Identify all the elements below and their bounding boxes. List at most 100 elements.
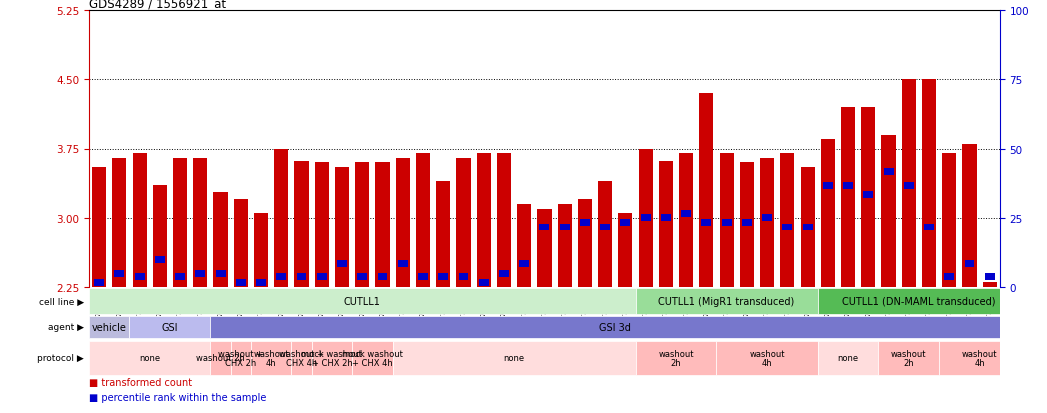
Bar bbox=[89, 316, 130, 338]
Bar bbox=[760, 158, 774, 287]
Bar bbox=[780, 154, 795, 287]
Bar bbox=[276, 274, 286, 280]
Bar bbox=[578, 200, 592, 287]
Bar bbox=[254, 214, 268, 287]
Bar bbox=[598, 181, 612, 287]
Bar bbox=[619, 214, 632, 287]
Bar bbox=[636, 341, 716, 375]
Bar bbox=[558, 204, 572, 287]
Bar bbox=[153, 186, 166, 287]
Bar bbox=[233, 200, 248, 287]
Bar bbox=[942, 154, 956, 287]
Bar bbox=[478, 279, 489, 286]
Bar bbox=[214, 192, 227, 287]
Text: washout
4h: washout 4h bbox=[962, 349, 998, 368]
Text: mock washout
+ CHX 2h: mock washout + CHX 2h bbox=[302, 349, 362, 368]
Bar bbox=[821, 140, 834, 287]
Text: washout +
CHX 4h: washout + CHX 4h bbox=[280, 349, 324, 368]
Bar bbox=[418, 274, 428, 280]
Bar bbox=[89, 341, 210, 375]
Bar bbox=[355, 163, 370, 287]
Bar bbox=[716, 341, 818, 375]
Bar bbox=[476, 154, 491, 287]
Text: GSI: GSI bbox=[161, 322, 178, 332]
Bar bbox=[580, 219, 589, 226]
Bar bbox=[537, 209, 552, 287]
Bar bbox=[740, 163, 754, 287]
Bar bbox=[962, 145, 977, 287]
Bar bbox=[762, 215, 772, 222]
Bar bbox=[499, 270, 509, 277]
Bar bbox=[216, 270, 225, 277]
Bar bbox=[721, 219, 732, 226]
Text: washout 2h: washout 2h bbox=[196, 354, 245, 363]
Bar bbox=[560, 224, 570, 231]
Bar bbox=[782, 224, 793, 231]
Bar bbox=[922, 80, 936, 287]
Bar bbox=[357, 274, 367, 280]
Bar bbox=[133, 154, 147, 287]
Bar bbox=[661, 215, 671, 222]
Text: ■ percentile rank within the sample: ■ percentile rank within the sample bbox=[89, 392, 266, 402]
Bar bbox=[904, 183, 914, 190]
Bar bbox=[985, 274, 995, 280]
Bar bbox=[94, 279, 104, 286]
Text: vehicle: vehicle bbox=[92, 322, 127, 332]
Bar bbox=[939, 341, 1020, 375]
Bar bbox=[841, 108, 855, 287]
Bar bbox=[312, 341, 352, 375]
Bar bbox=[864, 192, 873, 199]
Bar bbox=[944, 274, 954, 280]
Bar bbox=[641, 215, 650, 222]
Bar bbox=[236, 279, 246, 286]
Text: GSI 3d: GSI 3d bbox=[599, 322, 631, 332]
Bar bbox=[983, 283, 997, 287]
Text: washout
2h: washout 2h bbox=[891, 349, 927, 368]
Bar bbox=[680, 154, 693, 287]
Bar bbox=[210, 316, 1020, 338]
Bar bbox=[801, 168, 815, 287]
Text: CUTLL1: CUTLL1 bbox=[343, 296, 381, 306]
Bar bbox=[882, 135, 895, 287]
Bar bbox=[393, 341, 636, 375]
Bar bbox=[600, 224, 610, 231]
Bar bbox=[274, 149, 288, 287]
Bar bbox=[257, 279, 266, 286]
Bar bbox=[294, 161, 309, 287]
Bar bbox=[964, 261, 975, 268]
Bar bbox=[378, 274, 387, 280]
Bar bbox=[497, 154, 511, 287]
Bar bbox=[539, 224, 550, 231]
Bar bbox=[925, 224, 934, 231]
Bar bbox=[519, 261, 529, 268]
Text: cell line ▶: cell line ▶ bbox=[39, 297, 84, 306]
Bar bbox=[701, 219, 711, 226]
Text: CUTLL1 (DN-MAML transduced): CUTLL1 (DN-MAML transduced) bbox=[842, 296, 996, 306]
Bar bbox=[175, 274, 185, 280]
Bar bbox=[636, 288, 818, 314]
Text: CUTLL1 (MigR1 transduced): CUTLL1 (MigR1 transduced) bbox=[659, 296, 795, 306]
Text: none: none bbox=[139, 354, 160, 363]
Bar bbox=[659, 161, 673, 287]
Bar bbox=[699, 94, 713, 287]
Bar bbox=[459, 274, 468, 280]
Bar bbox=[335, 168, 349, 287]
Text: washout +
CHX 2h: washout + CHX 2h bbox=[219, 349, 263, 368]
Bar bbox=[862, 108, 875, 287]
Bar bbox=[112, 158, 127, 287]
Bar bbox=[719, 154, 734, 287]
Bar bbox=[439, 274, 448, 280]
Bar bbox=[135, 274, 144, 280]
Bar bbox=[114, 270, 125, 277]
Bar bbox=[315, 163, 329, 287]
Text: agent ▶: agent ▶ bbox=[48, 323, 84, 332]
Bar bbox=[155, 256, 164, 263]
Bar bbox=[621, 219, 630, 226]
Text: ■ transformed count: ■ transformed count bbox=[89, 377, 192, 387]
Bar bbox=[823, 183, 832, 190]
Bar bbox=[92, 168, 106, 287]
Bar bbox=[317, 274, 327, 280]
Bar bbox=[818, 341, 878, 375]
Bar bbox=[639, 149, 652, 287]
Bar bbox=[130, 316, 210, 338]
